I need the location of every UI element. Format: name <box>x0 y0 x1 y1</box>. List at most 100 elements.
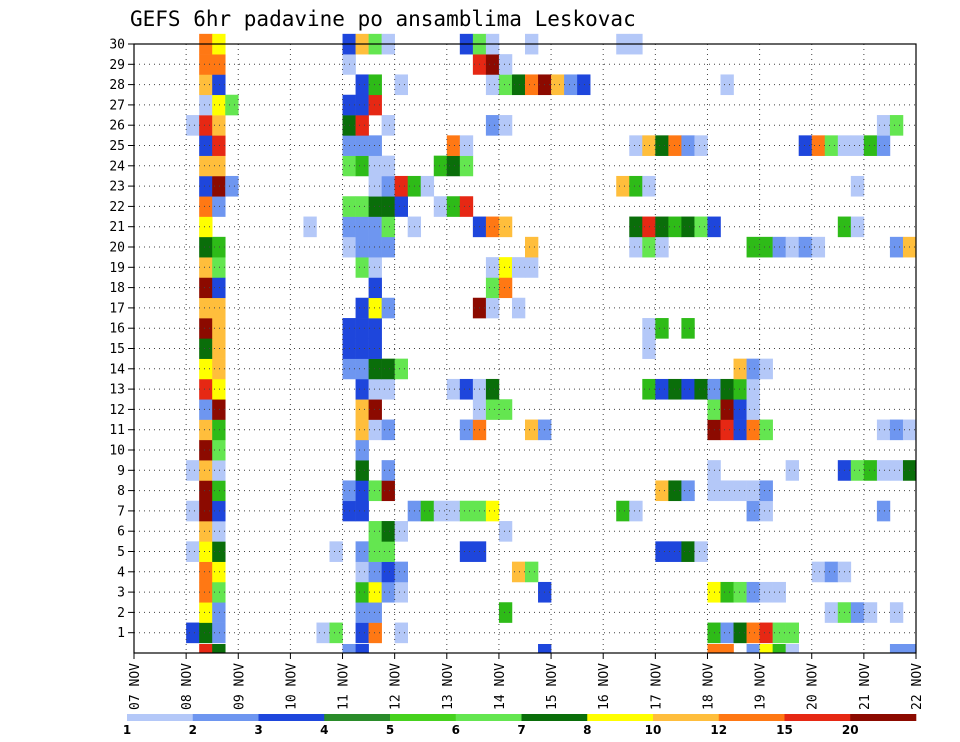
heatmap-cell <box>759 500 773 522</box>
heatmap-cell <box>368 419 382 441</box>
heatmap-cell <box>368 602 382 623</box>
heatmap-cell <box>199 358 213 380</box>
colorbar-label: 5 <box>386 723 394 737</box>
heatmap-cell <box>355 602 369 623</box>
y-tick-label: 19 <box>109 261 125 276</box>
x-tick-label: 22 NOV <box>910 663 925 710</box>
x-tick-label: 10 NOV <box>284 663 299 710</box>
heatmap-cell <box>355 196 369 217</box>
y-axis-ticks: 1234567891011121314151617181920212223242… <box>109 38 134 641</box>
heatmap-cell <box>212 338 226 359</box>
heatmap-cell <box>199 115 213 136</box>
heatmap-cell <box>199 74 213 96</box>
heatmap-cell <box>368 318 382 339</box>
heatmap-cell <box>720 378 734 400</box>
heatmap-cell <box>355 460 369 481</box>
heatmap-cell <box>459 155 474 177</box>
heatmap-cell <box>212 277 226 299</box>
heatmap-cell <box>355 216 369 238</box>
heatmap-cell <box>381 480 395 502</box>
heatmap-cell <box>485 257 500 278</box>
heatmap-cell <box>733 480 747 502</box>
heatmap-cell <box>720 399 734 420</box>
colorbar-label: 2 <box>189 723 197 737</box>
heatmap-cell <box>511 297 526 319</box>
heatmap-cell <box>811 135 826 156</box>
colorbar-label: 20 <box>842 723 859 737</box>
heatmap-cell <box>733 358 747 380</box>
heatmap-cell <box>381 155 395 177</box>
heatmap-cell <box>538 644 552 654</box>
heatmap-cell <box>199 155 213 177</box>
colorbar-label: 12 <box>710 723 727 737</box>
colorbar-label: 4 <box>320 723 328 737</box>
heatmap-cell <box>642 175 656 197</box>
y-tick-label: 11 <box>109 423 125 438</box>
heatmap-cell <box>381 115 395 136</box>
x-tick-label: 16 NOV <box>597 663 612 710</box>
heatmap-cell <box>525 257 539 278</box>
heatmap-cell <box>355 480 369 502</box>
y-tick-label: 8 <box>117 484 125 499</box>
heatmap-cell <box>876 500 891 522</box>
y-tick-label: 1 <box>117 626 125 641</box>
y-tick-label: 14 <box>109 362 125 377</box>
heatmap-cell <box>394 622 408 644</box>
heatmap-cell <box>485 115 500 136</box>
heatmap-cell <box>511 257 526 278</box>
heatmap-cell <box>381 175 395 197</box>
colorbar-label: 6 <box>452 723 460 737</box>
colorbar-swatch <box>521 714 588 721</box>
heatmap-cell <box>759 358 773 380</box>
heatmap-cell <box>616 500 630 522</box>
heatmap-cell <box>212 155 226 177</box>
heatmap-cell <box>212 54 226 75</box>
heatmap-cell <box>694 541 708 562</box>
heatmap-cell <box>889 115 904 136</box>
heatmap-cell <box>681 378 695 400</box>
x-tick-label: 20 NOV <box>806 663 821 710</box>
colorbar-swatch <box>324 714 391 721</box>
heatmap-cell <box>642 135 656 156</box>
heatmap-cell <box>212 419 226 441</box>
heatmap-cell <box>329 541 343 562</box>
heatmap-cell <box>212 581 226 603</box>
heatmap-cell <box>186 622 200 644</box>
heatmap-cell <box>642 236 656 258</box>
heatmap-cell <box>446 155 461 177</box>
heatmap-cell <box>498 277 513 299</box>
heatmap-cell <box>876 115 891 136</box>
colorbar-swatch <box>192 714 259 721</box>
x-tick-label: 12 NOV <box>389 663 404 710</box>
heatmap-cell <box>668 378 682 400</box>
heatmap-cell <box>368 521 382 542</box>
x-axis-ticks: 07 NOV 08 NOV 09 NOV 10 NOV 11 NOV 12 NOV 13 N… <box>128 653 925 710</box>
heatmap-cell <box>446 135 461 156</box>
heatmap-cell <box>824 561 839 583</box>
heatmap-cell <box>876 419 891 441</box>
chart-title: GEFS 6hr padavine po ansamblima Leskovac <box>130 7 636 31</box>
heatmap-cell <box>824 135 839 156</box>
heatmap-cell <box>212 318 226 339</box>
heatmap-cell <box>525 236 539 258</box>
heatmap-cell <box>355 541 369 562</box>
heatmap-cell <box>199 378 213 400</box>
heatmap-cell <box>525 561 539 583</box>
colorbar: 1 2 3 4 5 6 7 8 10 12 15 20 <box>123 714 917 737</box>
heatmap-cell <box>355 622 369 644</box>
colorbar-label: 10 <box>645 723 662 737</box>
heatmap-cell <box>876 135 891 156</box>
heatmap-cell <box>212 439 226 461</box>
heatmap-cell <box>668 135 682 156</box>
heatmap-cell <box>368 175 382 197</box>
heatmap-cell <box>381 378 395 400</box>
heatmap-cell <box>655 541 669 562</box>
y-tick-label: 16 <box>109 322 125 337</box>
heatmap-cell <box>355 155 369 177</box>
heatmap-cell <box>420 175 435 197</box>
colorbar-swatch <box>653 714 720 721</box>
y-tick-label: 5 <box>117 545 125 560</box>
y-tick-label: 3 <box>117 586 125 601</box>
heatmap-cell <box>381 236 395 258</box>
heatmap-cell <box>355 378 369 400</box>
